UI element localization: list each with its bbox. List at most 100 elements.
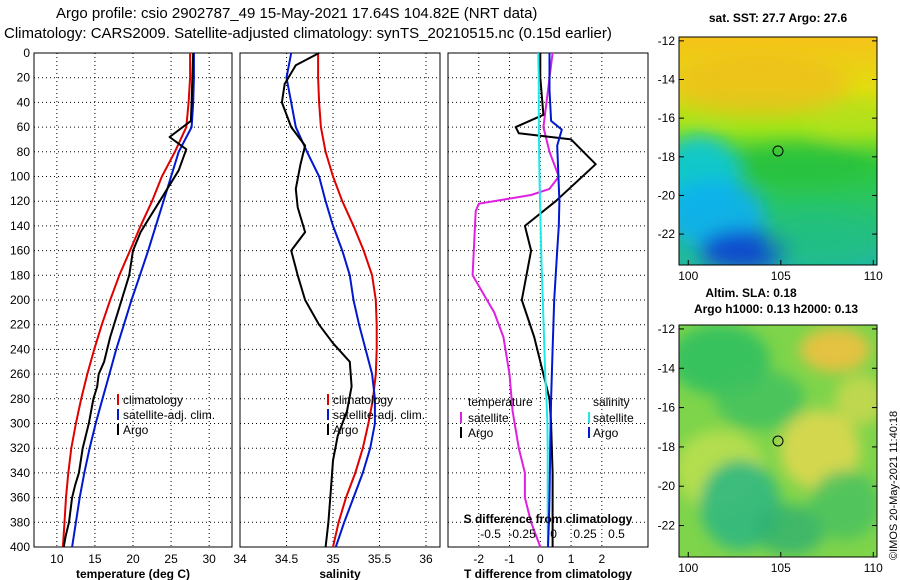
map-lon-label: 100 <box>678 561 698 575</box>
difference-series-temperature-satellite <box>471 52 560 548</box>
depth-tick-label: 160 <box>10 244 30 258</box>
depth-tick-label: 80 <box>17 145 31 159</box>
temperature-xtick-label: 20 <box>126 552 140 566</box>
sla-argo-marker <box>772 435 784 447</box>
depth-tick-label: 40 <box>17 95 31 109</box>
legend-label: satellite-adj. clim. <box>123 408 215 422</box>
sst-map-axes: -12 -14 -16 -18 -20 -22 100 105 110 <box>658 34 884 283</box>
temperature-series-climatology <box>61 53 192 548</box>
salinity-xtick-label: 34.5 <box>275 552 299 566</box>
temperature-xtick-label: 25 <box>164 552 178 566</box>
imos-stamp: ©IMOS 20-May-2021 11:40:18 <box>888 410 900 560</box>
difference-xtick-label: 1 <box>568 552 575 566</box>
depth-tick-label: 140 <box>10 219 30 233</box>
sla-map-axes: -12 -14 -16 -18 -20 -22 100 105 110 <box>658 322 884 575</box>
difference-xlabel-top: S difference from climatology <box>464 512 633 526</box>
map-lat-label: -12 <box>658 322 676 336</box>
depth-tick-label: 180 <box>10 268 30 282</box>
depth-tick-label: 100 <box>10 170 30 184</box>
legend-label: Argo <box>468 426 494 440</box>
temperature-xtick-label: 10 <box>50 552 64 566</box>
difference-s-tick-label: 0.25 <box>573 527 597 541</box>
sla-map-title-line1: Altim. SLA: 0.18 <box>705 286 797 300</box>
map-lat-label: -12 <box>658 34 676 48</box>
temperature-series-argo <box>62 52 195 548</box>
difference-s-tick-label: 0.5 <box>608 527 625 541</box>
difference-series-salinity-satellite <box>537 52 549 548</box>
map-lon-label: 105 <box>771 269 791 283</box>
map-lat-label: -22 <box>658 227 676 241</box>
temperature-xtick-label: 15 <box>88 552 102 566</box>
difference-xtick-label: -1 <box>504 552 515 566</box>
legend-temperature-heading: temperature <box>468 395 533 409</box>
map-lon-label: 110 <box>864 561 883 575</box>
depth-tick-label: 200 <box>10 293 30 307</box>
depth-tick-label: 260 <box>10 367 30 381</box>
sst-argo-marker <box>772 145 784 157</box>
map-lat-label: -16 <box>658 401 676 415</box>
depth-tick-label: 20 <box>17 71 31 85</box>
temperature-xtick-label: 30 <box>202 552 216 566</box>
plot-title-line2: Climatology: CARS2009. Satellite-adjuste… <box>4 25 612 42</box>
map-lat-label: -20 <box>658 479 676 493</box>
map-lon-label: 100 <box>678 269 698 283</box>
depth-tick-label: 360 <box>10 491 30 505</box>
temperature-panel: 0 20 40 60 80 100 120 140 160 180 200 220 240 260 280 3… <box>10 46 233 580</box>
depth-tick-label: 340 <box>10 466 30 480</box>
sst-map-field <box>679 37 877 265</box>
map-lat-label: -18 <box>658 440 676 454</box>
difference-series-temperature-argo <box>514 53 597 547</box>
map-lon-label: 105 <box>771 561 791 575</box>
salinity-xtick-label: 36 <box>419 552 433 566</box>
legend-label: Argo <box>593 426 619 440</box>
legend-label: Argo <box>123 423 149 437</box>
difference-xtick-label: -2 <box>473 552 484 566</box>
difference-xtick-label: 2 <box>599 552 606 566</box>
depth-tick-label: 60 <box>17 120 31 134</box>
salinity-series-argo <box>280 52 353 548</box>
difference-panel: -2 -1 0 1 2T difference from climatologytemp… <box>447 52 649 580</box>
temperature-xlabel: temperature (deg C) <box>76 567 190 580</box>
sst-map-title: sat. SST: 27.7 Argo: 27.6 <box>709 11 848 25</box>
map-lat-label: -14 <box>658 73 676 87</box>
difference-s-tick-label: -0.5 <box>480 527 501 541</box>
legend-label: climatology <box>123 393 183 407</box>
depth-tick-label: 320 <box>10 441 30 455</box>
depth-tick-label: 400 <box>10 540 30 554</box>
salinity-series-satellite <box>285 52 376 548</box>
map-lat-label: -20 <box>658 188 676 202</box>
legend-label: climatology <box>333 393 393 407</box>
depth-tick-label: 300 <box>10 417 30 431</box>
legend-label: Argo <box>333 423 359 437</box>
salinity-series-climatology <box>317 53 378 548</box>
difference-xtick-label: 0 <box>537 552 544 566</box>
difference-s-tick-label: -0.25 <box>508 527 536 541</box>
map-lat-label: -22 <box>658 519 676 533</box>
plot-title-line1: Argo profile: csio 2902787_49 15-May-202… <box>56 5 538 22</box>
map-lat-label: -18 <box>658 150 676 164</box>
depth-tick-label: 280 <box>10 392 30 406</box>
map-lon-label: 110 <box>864 269 883 283</box>
depth-tick-label: 220 <box>10 318 30 332</box>
sla-map-title-line2: Argo h1000: 0.13 h2000: 0.13 <box>694 302 858 316</box>
map-lat-label: -14 <box>658 361 676 375</box>
salinity-xlabel: salinity <box>319 567 361 580</box>
depth-tick-label: 120 <box>10 194 30 208</box>
depth-tick-label: 0 <box>23 46 30 60</box>
salinity-panel: 34 34.5 35 35.5 36 salinity climatologysatelli… <box>233 52 441 580</box>
depth-tick-label: 240 <box>10 342 30 356</box>
depth-tick-label: 380 <box>10 515 30 529</box>
salinity-xtick-label: 35.5 <box>368 552 392 566</box>
salinity-xtick-label: 34 <box>233 552 247 566</box>
map-lat-label: -16 <box>658 111 676 125</box>
difference-xlabel: T difference from climatology <box>464 567 632 580</box>
temperature-series-satellite <box>71 53 195 548</box>
difference-series-salinity-argo <box>547 53 563 548</box>
legend-label: satellite-adj. clim. <box>333 408 425 422</box>
legend-label: satellite <box>593 411 634 425</box>
sla-map-field <box>679 325 877 557</box>
difference-s-tick-label: 0 <box>550 527 557 541</box>
legend-salinity-heading: salinity <box>593 395 630 409</box>
